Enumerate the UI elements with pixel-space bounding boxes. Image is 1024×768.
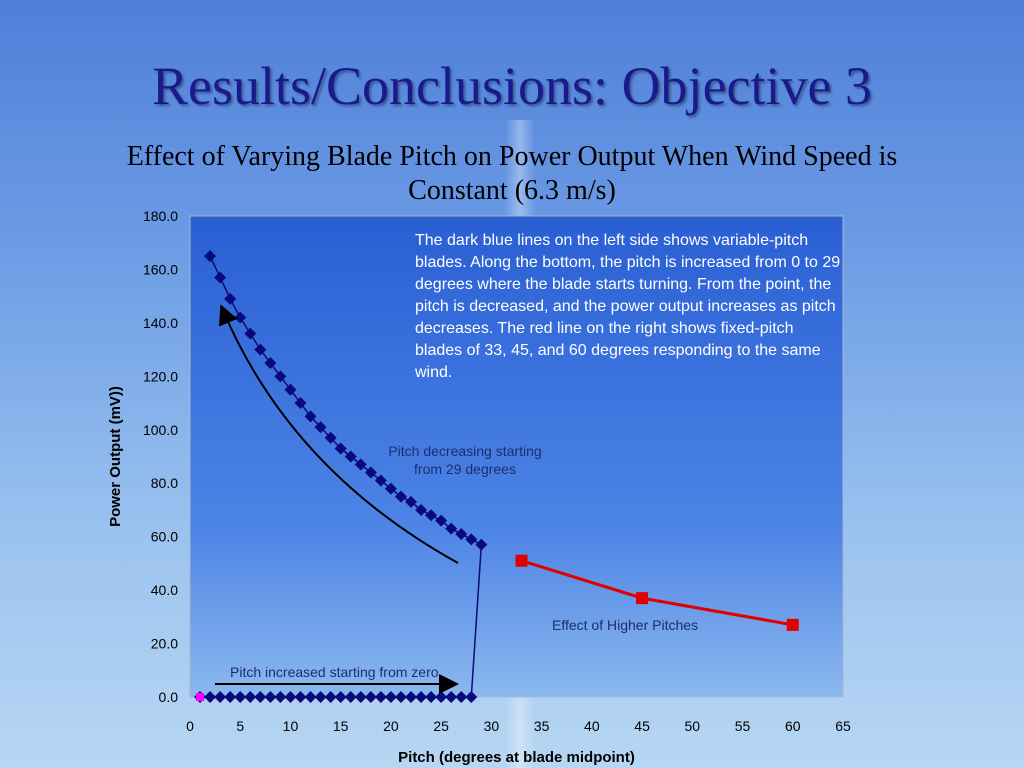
data-point-diamond <box>465 533 478 546</box>
x-tick-label: 50 <box>685 718 701 734</box>
x-tick-label: 40 <box>584 718 600 734</box>
explanation-note: The dark blue lines on the left side sho… <box>415 232 841 381</box>
curve-arrow-label-line2: from 29 degrees <box>414 461 516 477</box>
data-point-diamond <box>445 522 458 535</box>
x-tick-label: 10 <box>283 718 299 734</box>
data-point-diamond <box>374 474 387 487</box>
data-point-square <box>196 693 205 701</box>
data-point-diamond <box>314 421 327 434</box>
data-point-diamond <box>455 527 468 540</box>
data-point-diamond <box>254 343 267 356</box>
x-tick-label: 30 <box>484 718 500 734</box>
data-point-diamond <box>224 691 237 703</box>
bottom-arrow-label: Pitch increased starting from zero <box>230 664 439 680</box>
y-tick-label: 160.0 <box>143 261 178 277</box>
data-point-diamond <box>374 691 387 703</box>
red-series-label: Effect of Higher Pitches <box>552 617 698 633</box>
y-tick-label: 180.0 <box>143 208 178 224</box>
data-point-diamond <box>264 691 277 703</box>
y-tick-label: 80.0 <box>151 475 178 491</box>
y-tick-label: 120.0 <box>143 368 178 384</box>
data-point-diamond <box>274 370 287 383</box>
y-tick-label: 40.0 <box>151 582 178 598</box>
data-point-diamond <box>364 466 377 479</box>
data-point-diamond <box>214 271 227 284</box>
data-point-diamond <box>384 691 397 703</box>
data-point-diamond <box>405 495 418 508</box>
data-point-diamond <box>304 691 317 703</box>
data-point-diamond <box>425 509 438 522</box>
data-point-diamond <box>274 691 287 703</box>
plot-area <box>189 215 844 698</box>
data-point-diamond <box>214 691 227 703</box>
data-point-diamond <box>344 691 357 703</box>
data-point-diamond <box>244 327 257 340</box>
x-tick-label: 35 <box>534 718 550 734</box>
data-point-diamond <box>344 450 357 463</box>
data-point-diamond <box>334 691 347 703</box>
data-point-diamond <box>455 691 468 703</box>
y-tick-label: 100.0 <box>143 422 178 438</box>
data-point-diamond <box>324 431 337 444</box>
data-point-diamond <box>354 458 367 471</box>
data-point-diamond <box>294 397 307 410</box>
x-tick-label: 20 <box>383 718 399 734</box>
data-point-diamond <box>264 356 277 369</box>
curve-arrow-label-line1: Pitch decreasing starting <box>388 443 541 459</box>
data-point-diamond <box>415 503 428 516</box>
data-point-diamond <box>334 442 347 455</box>
data-point-square <box>786 618 799 631</box>
data-point-diamond <box>304 410 317 423</box>
x-tick-label: 55 <box>735 718 751 734</box>
data-point-diamond <box>354 691 367 703</box>
data-point-diamond <box>384 482 397 495</box>
data-point-diamond <box>284 383 297 396</box>
x-tick-label: 25 <box>433 718 449 734</box>
y-axis-title: Power Output (mV)) <box>107 386 124 527</box>
x-tick-label: 5 <box>236 718 244 734</box>
data-point-diamond <box>284 691 297 703</box>
data-point-square <box>515 554 528 567</box>
data-point-diamond <box>224 292 237 305</box>
curve-arrow <box>218 304 459 564</box>
data-point-diamond <box>445 691 458 703</box>
data-point-diamond <box>415 691 428 703</box>
data-point-diamond <box>394 490 407 503</box>
y-tick-label: 0.0 <box>159 689 179 705</box>
x-tick-label: 15 <box>333 718 349 734</box>
slide-title: Results/Conclusions: Objective 3 <box>152 56 872 116</box>
data-point-diamond <box>294 691 307 703</box>
data-point-diamond <box>435 691 448 703</box>
data-point-diamond <box>254 691 267 703</box>
slide-subtitle: Effect of Varying Blade Pitch on Power O… <box>126 141 898 206</box>
data-point-diamond <box>394 691 407 703</box>
data-point-diamond <box>244 691 257 703</box>
data-point-diamond <box>475 538 488 551</box>
x-tick-label: 60 <box>785 718 801 734</box>
y-tick-label: 60.0 <box>151 529 178 545</box>
y-tick-label: 20.0 <box>151 636 178 652</box>
data-point-diamond <box>204 691 217 703</box>
data-point-diamond <box>405 691 418 703</box>
data-point-diamond <box>204 250 217 263</box>
x-tick-label: 45 <box>634 718 650 734</box>
x-tick-label: 0 <box>186 718 194 734</box>
data-point-diamond <box>324 691 337 703</box>
data-point-diamond <box>465 691 478 703</box>
data-point-square <box>636 592 649 605</box>
data-point-diamond <box>314 691 327 703</box>
x-tick-label: 65 <box>835 718 851 734</box>
data-point-diamond <box>364 691 377 703</box>
data-point-diamond <box>435 514 448 527</box>
x-axis-title: Pitch (degrees at blade midpoint) <box>398 749 635 766</box>
data-point-diamond <box>425 691 438 703</box>
y-tick-label: 140.0 <box>143 315 178 331</box>
data-point-diamond <box>234 691 247 703</box>
